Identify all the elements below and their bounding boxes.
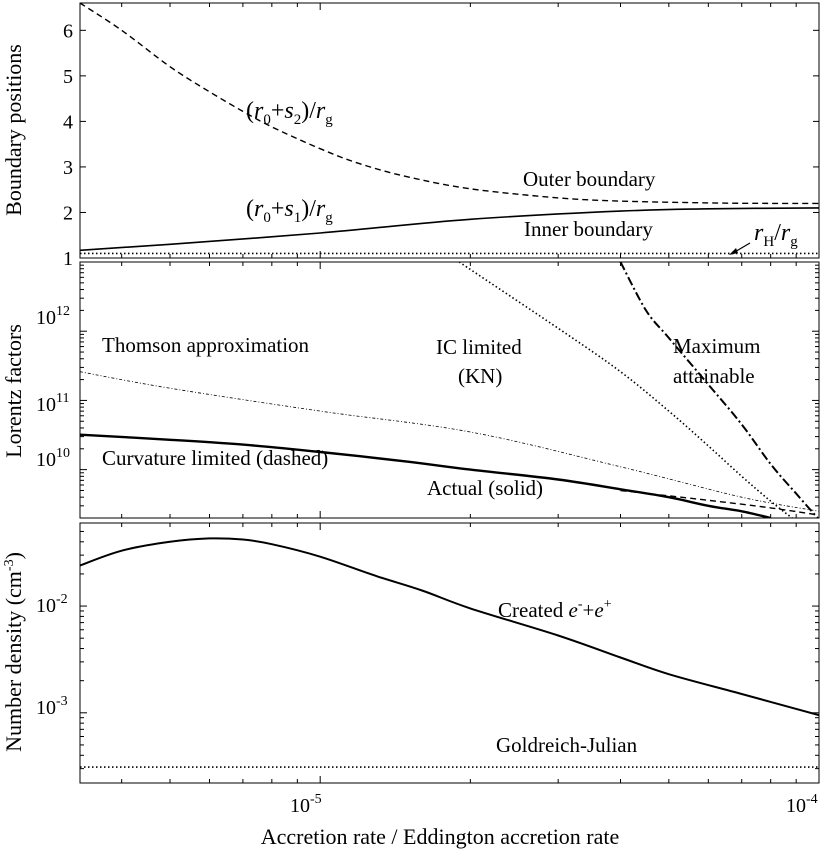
top-ylabel: Boundary positions — [1, 44, 26, 216]
outer-formula: (r0+s2)/rg — [246, 98, 333, 128]
max-label-2: attainable — [673, 364, 755, 388]
panel-top-series — [80, 3, 819, 255]
bottom-ytick-1e-2: 10-2 — [36, 592, 68, 617]
middle-ytick-1e11: 1011 — [36, 391, 69, 416]
horizon-arrowhead — [729, 248, 738, 255]
series-maximum-attainable — [619, 262, 819, 518]
ic-label-2: (KN) — [458, 364, 502, 388]
created-label: Created e-+e+ — [498, 597, 612, 622]
xtick-1e-4: 10-4 — [786, 792, 818, 817]
series-outer-boundary — [80, 3, 819, 205]
top-ytick-label: 6 — [63, 20, 73, 42]
xlabel: Accretion rate / Eddington accretion rat… — [261, 824, 620, 849]
data-curves — [80, 3, 819, 768]
bottom-panel-frame — [79, 522, 820, 784]
middle-ytick-1e10: 1010 — [36, 446, 70, 471]
top-ytick-label: 2 — [63, 203, 73, 225]
tick-marks — [80, 3, 820, 783]
series-thomson-approximation — [80, 371, 819, 512]
top-panel-frame — [79, 2, 820, 259]
xtick-1e-5: 10-5 — [290, 792, 322, 817]
panel-middle-series — [80, 262, 819, 518]
top-ytick-labels: 1 2 3 4 5 6 — [63, 20, 73, 270]
top-ytick-label: 5 — [63, 66, 73, 88]
inner-label: Inner boundary — [524, 217, 653, 241]
actual-label: Actual (solid) — [427, 476, 543, 500]
series-created-e-e- — [80, 537, 819, 717]
inner-formula: (r0+s1)/rg — [246, 196, 333, 226]
thomson-label: Thomson approximation — [102, 333, 310, 357]
ic-label-1: IC limited — [436, 335, 522, 359]
gj-label: Goldreich-Julian — [496, 733, 638, 757]
series-actual-solid- — [80, 433, 771, 518]
curvature-label: Curvature limited (dashed) — [102, 446, 328, 470]
panel-bottom-series — [80, 537, 819, 768]
outer-label: Outer boundary — [523, 167, 656, 191]
top-ytick-label: 3 — [63, 157, 73, 179]
middle-ylabel: Lorentz factors — [1, 324, 26, 458]
bottom-ylabel: Number density (cm-3) — [1, 552, 26, 752]
horizon-formula: rH/rg — [754, 220, 798, 250]
bottom-ytick-1e-3: 10-3 — [36, 694, 68, 719]
top-ytick-label: 4 — [63, 111, 73, 133]
middle-panel-frame — [79, 261, 820, 519]
series-inner-boundary — [80, 207, 819, 252]
middle-ytick-1e12: 1012 — [36, 304, 70, 329]
max-label-1: Maximum — [673, 334, 761, 358]
top-ytick-label: 1 — [63, 248, 73, 270]
